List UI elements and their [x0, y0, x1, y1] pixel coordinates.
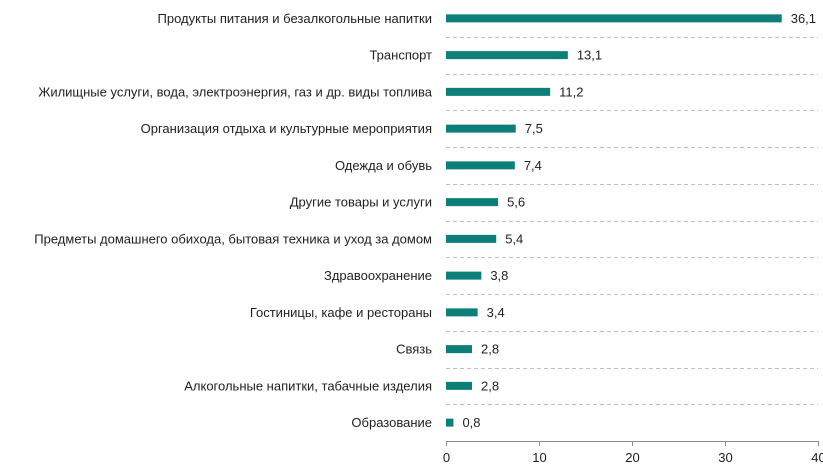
value-label: 2,8 — [481, 378, 499, 393]
bar — [446, 418, 454, 427]
x-tick-label: 0 — [443, 450, 450, 465]
category-label: Другие товары и услуги — [290, 195, 432, 210]
bar — [446, 51, 568, 60]
bar — [446, 381, 473, 390]
x-tick-label: 20 — [625, 450, 639, 465]
value-label: 13,1 — [577, 48, 602, 63]
value-label: 5,4 — [505, 231, 523, 246]
category-labels: Продукты питания и безалкогольные напитк… — [34, 11, 432, 430]
x-tick-label: 40 — [811, 450, 823, 465]
bar — [446, 14, 782, 23]
category-label: Организация отдыха и культурные мероприя… — [141, 121, 432, 136]
category-label: Одежда и обувь — [335, 158, 432, 173]
value-label: 7,4 — [524, 158, 542, 173]
category-label: Продукты питания и безалкогольные напитк… — [158, 11, 432, 26]
value-label: 3,4 — [487, 305, 505, 320]
bar — [446, 308, 478, 317]
category-label: Гостиницы, кафе и рестораны — [250, 305, 432, 320]
bar — [446, 87, 551, 96]
bars — [446, 14, 782, 427]
bar — [446, 161, 515, 170]
category-label: Алкогольные напитки, табачные изделия — [184, 378, 432, 393]
value-label: 3,8 — [490, 268, 508, 283]
value-label: 2,8 — [481, 342, 499, 357]
value-label: 5,6 — [507, 195, 525, 210]
category-label: Жилищные услуги, вода, электроэнергия, г… — [38, 84, 432, 99]
category-label: Предметы домашнего обихода, бытовая техн… — [34, 231, 432, 246]
category-label: Связь — [396, 342, 432, 357]
category-label: Транспорт — [369, 48, 432, 63]
bar — [446, 124, 516, 133]
x-axis: 0 10 20 30 40 — [443, 441, 823, 465]
value-labels: 36,1 13,1 11,2 7,5 7,4 5,6 5,4 3,8 3,4 2,8 2,8 0,8 — [462, 11, 816, 430]
gridlines — [446, 37, 818, 405]
bar — [446, 198, 499, 207]
x-tick-label: 30 — [718, 450, 732, 465]
category-label: Здравоохранение — [324, 268, 432, 283]
x-tick-label: 10 — [532, 450, 546, 465]
value-label: 7,5 — [525, 121, 543, 136]
value-label: 11,2 — [559, 84, 583, 99]
value-label: 0,8 — [462, 415, 480, 430]
bar — [446, 345, 473, 354]
value-label: 36,1 — [791, 11, 816, 26]
category-label: Образование — [351, 415, 432, 430]
bar — [446, 271, 482, 280]
bar — [446, 234, 497, 243]
